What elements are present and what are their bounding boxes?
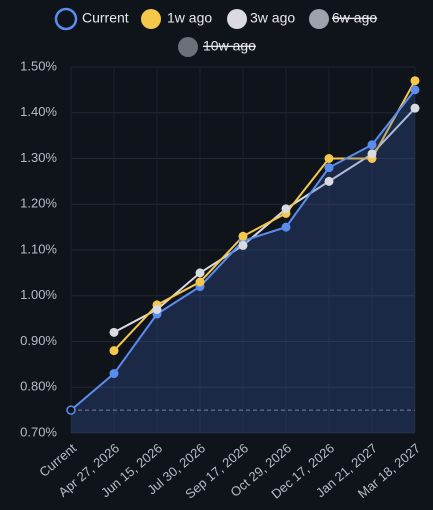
y-tick-label: 1.00% <box>20 287 57 302</box>
legend-marker[interactable] <box>178 37 198 57</box>
legend-label[interactable]: 1w ago <box>167 10 212 26</box>
point <box>109 346 119 356</box>
area <box>71 89 415 433</box>
legend-marker[interactable] <box>309 9 329 29</box>
y-tick-label: 1.30% <box>20 150 57 165</box>
point <box>324 163 334 173</box>
point <box>238 240 248 250</box>
point <box>195 277 205 287</box>
y-tick-label: 0.90% <box>20 333 57 348</box>
legend-marker[interactable] <box>141 9 161 29</box>
y-tick-label: 0.70% <box>20 424 57 439</box>
point <box>367 149 377 159</box>
y-tick-label: 1.10% <box>20 241 57 256</box>
point <box>410 103 420 113</box>
point <box>66 405 76 415</box>
point <box>195 268 205 278</box>
legend-label[interactable]: 6w ago <box>332 10 377 26</box>
legend-label[interactable]: 10w ago <box>203 38 256 54</box>
y-tick-label: 1.40% <box>20 104 57 119</box>
point <box>324 176 334 186</box>
legend-marker[interactable] <box>54 7 78 31</box>
y-tick-label: 1.20% <box>20 196 57 211</box>
legend-label[interactable]: Current <box>82 10 129 26</box>
point <box>109 327 119 337</box>
y-tick-label: 0.80% <box>20 379 57 394</box>
point <box>324 154 334 163</box>
y-tick-label: 1.50% <box>20 58 57 73</box>
point <box>367 140 377 150</box>
point <box>238 231 248 241</box>
point <box>281 204 291 214</box>
legend-marker[interactable] <box>227 9 247 29</box>
line <box>113 80 416 352</box>
point <box>152 304 162 314</box>
point <box>410 85 420 95</box>
point <box>410 76 420 86</box>
point <box>109 369 119 379</box>
point <box>281 222 291 232</box>
legend-label[interactable]: 3w ago <box>250 10 295 26</box>
